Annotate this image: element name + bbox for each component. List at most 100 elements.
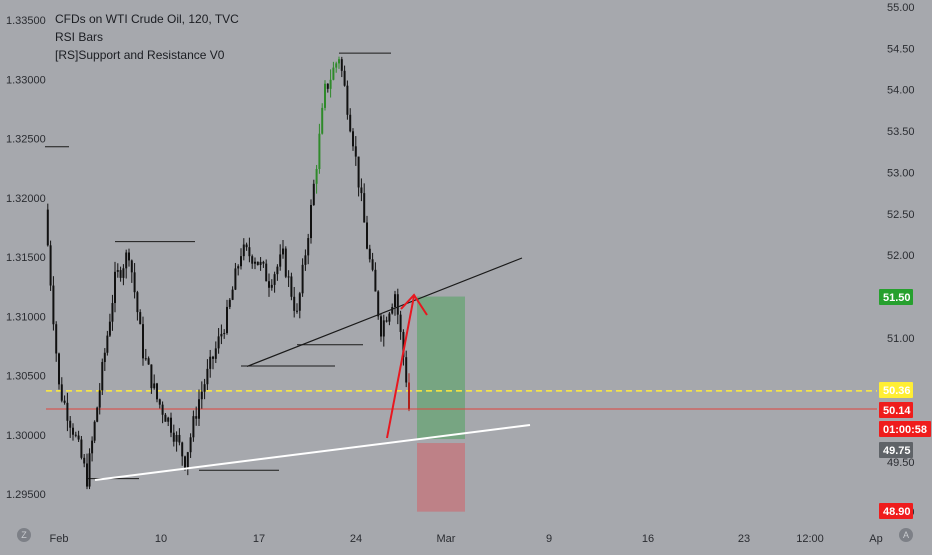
candle-body [80,439,83,458]
price-tag-3: 01:00:58 [883,424,927,436]
candle-body [111,303,114,322]
candle-body [270,284,273,288]
candle-body [72,427,74,435]
candle-body [380,316,382,337]
left-axis-tick-8: 1.29500 [6,489,46,501]
candle-body [184,456,186,469]
right-axis-tick-3: 53.50 [887,126,915,138]
left-axis-tick-1: 1.33000 [6,74,46,86]
candle-body [147,358,150,365]
candle-body [276,266,279,275]
price-tag-5: 48.90 [883,506,911,518]
candle-body [371,259,374,270]
symbol-title: CFDs on WTI Crude Oil, 120, TVC [55,12,239,26]
profit-zone [417,296,465,440]
candle-body [399,314,402,332]
candle-body [98,390,101,408]
forecast-arrow-line [386,295,415,439]
candle-body [298,293,301,311]
candle-body [88,453,91,487]
x-axis-tick-0: Feb [50,533,69,545]
candle-body [248,247,251,257]
candle-body [377,291,380,317]
right-axis-tick-1: 54.50 [887,43,915,55]
candle-body [279,254,282,267]
candle-body [60,384,63,401]
candle-body [119,270,122,278]
candle-body [382,320,385,337]
x-axis-tick-5: 9 [546,533,552,545]
candle-body [153,383,156,389]
price-tag-0: 51.50 [883,292,911,304]
candle-body [234,268,237,290]
tradingview-z-icon[interactable]: Z [17,528,31,542]
candle-body [101,362,104,391]
candle-body [217,336,220,349]
candle-body [212,356,214,359]
candle-body [220,333,223,337]
candle-body [114,271,116,304]
candle-body [96,407,99,422]
left-axis-tick-3: 1.32000 [6,193,46,205]
right-axis-tick-7: 51.00 [887,333,915,345]
support-trendline [94,424,531,481]
price-tag-bg-4 [879,442,913,458]
candle-body [139,312,142,325]
price-tag-bg-2 [879,402,913,418]
indicator-support-resistance[interactable]: [RS]Support and Resistance V0 [55,48,225,62]
candle-body [203,384,206,392]
left-axis-tick-7: 1.30000 [6,430,46,442]
candle-body [214,348,217,359]
x-axis-tick-7: 23 [738,533,750,545]
candle-body [318,133,321,169]
price-tag-2: 50.14 [883,405,911,417]
candle-body [273,274,276,285]
price-tag-bg-0 [879,289,913,305]
candle-body [93,421,96,441]
forecast-arrow-head [400,293,428,316]
left-axis-tick-4: 1.31500 [6,252,46,264]
candle-body [55,324,58,354]
candle-body [265,263,268,282]
candle-body [402,331,405,358]
x-axis-tick-9: Ap [869,533,882,545]
price-tag-bg-3 [879,421,931,437]
candle-body [209,356,212,369]
candle-body [335,63,338,68]
resistance-trendline [246,257,523,368]
candle-body [346,85,349,115]
left-axis-tick-5: 1.31000 [6,311,46,323]
candle-body [321,107,324,134]
candle-body [237,266,240,269]
candle-body [307,238,310,256]
right-axis-tick-4: 53.00 [887,167,915,179]
right-axis-tick-0: 55.00 [887,2,915,14]
candle-body [282,248,284,255]
x-axis-tick-4: Mar [437,533,456,545]
candle-body [268,281,270,288]
candle-body [408,399,410,409]
chart-legend: CFDs on WTI Crude Oil, 120, TVC RSI Bars… [55,10,239,64]
x-axis-tick-2: 17 [253,533,265,545]
candle-body [170,417,172,433]
candle-body [296,310,298,312]
candle-body [86,463,88,487]
left-axis-tick-0: 1.33500 [6,15,46,27]
indicator-rsi-bars[interactable]: RSI Bars [55,30,104,44]
candle-body [206,368,209,385]
candle-body [405,357,408,383]
candle-body [49,245,52,286]
candle-body [186,452,189,469]
candle-body [251,256,254,264]
candle-body [167,417,170,422]
candle-body [284,248,287,277]
auto-scale-icon[interactable]: A [899,528,913,542]
loss-zone [417,443,465,512]
candle-body [172,432,175,442]
candle-body [46,209,49,246]
candle-body [161,404,164,415]
candle-body [116,270,119,272]
candle-body [122,268,125,278]
